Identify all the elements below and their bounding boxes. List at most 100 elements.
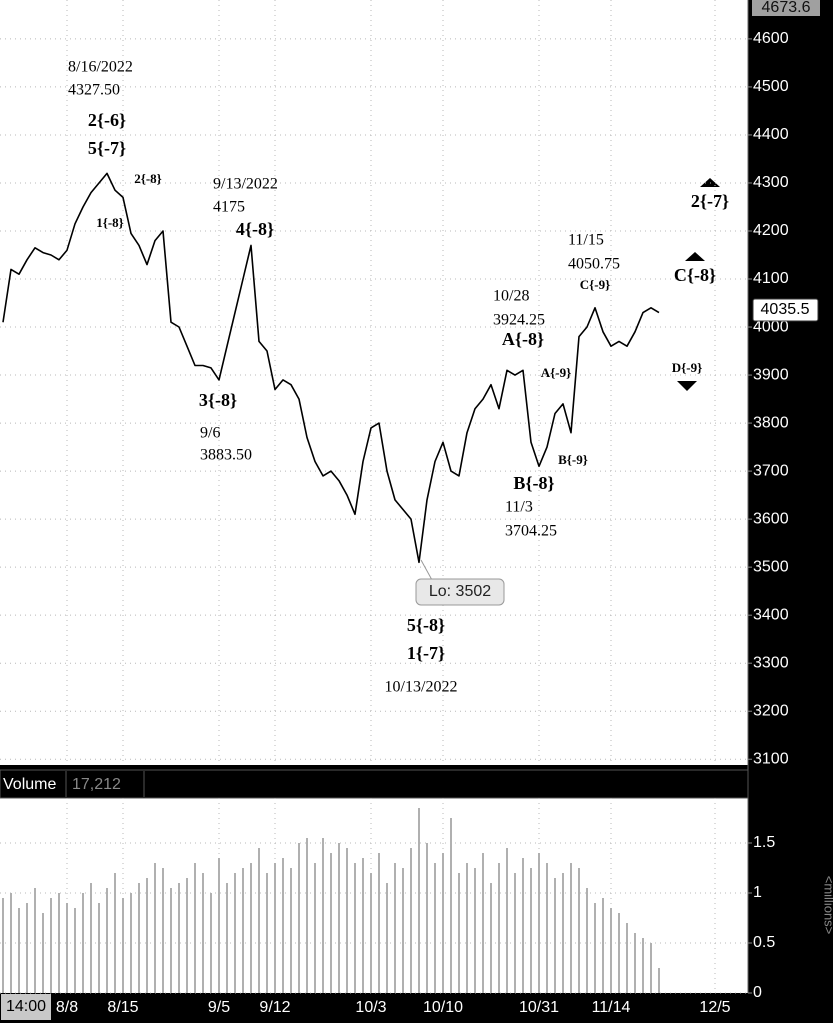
annotation: 2{-7} bbox=[691, 191, 729, 211]
y-tick-label: 4100 bbox=[753, 270, 789, 287]
volume-bar bbox=[194, 863, 196, 993]
volume-bar bbox=[82, 893, 84, 993]
y-tick-label: 3400 bbox=[753, 606, 789, 623]
panel-layer bbox=[0, 0, 748, 765]
annotation: 4327.50 bbox=[68, 82, 120, 99]
x-tick-label: 12/5 bbox=[699, 999, 730, 1016]
y-tick-label: 4600 bbox=[753, 30, 789, 47]
annotation: 3883.50 bbox=[200, 447, 252, 464]
annotation: D{-9} bbox=[672, 360, 702, 375]
volume-bar bbox=[162, 868, 164, 993]
y-tick-label: 1 bbox=[753, 884, 762, 901]
y-tick-label: 3800 bbox=[753, 414, 789, 431]
y-tick-label: 0 bbox=[753, 984, 762, 1001]
volume-bar bbox=[554, 878, 556, 993]
annotation: 2{-8} bbox=[134, 171, 162, 186]
last-price-box bbox=[752, 298, 819, 322]
volume-bar bbox=[322, 838, 324, 993]
volume-bar bbox=[330, 853, 332, 993]
volume-bar bbox=[58, 893, 60, 993]
annotation: 4050.75 bbox=[568, 256, 620, 273]
volume-bar bbox=[34, 888, 36, 993]
volume-bar bbox=[466, 863, 468, 993]
y-tick-label: 4500 bbox=[753, 78, 789, 95]
volume-bar bbox=[538, 853, 540, 993]
annotation: B{-8} bbox=[513, 473, 554, 493]
y-tick-label: 3700 bbox=[753, 462, 789, 479]
volume-bar bbox=[578, 868, 580, 993]
y-tick-label: 4300 bbox=[753, 174, 789, 191]
volume-bar bbox=[98, 903, 100, 993]
volume-readout: 17,212 bbox=[72, 776, 121, 793]
annotation: 1{-8} bbox=[96, 215, 124, 230]
y-tick-label: 3300 bbox=[753, 654, 789, 671]
volume-panel bbox=[0, 798, 748, 993]
annotation: 5{-7} bbox=[88, 138, 126, 158]
volume-bar bbox=[506, 848, 508, 993]
annotation: C{-9} bbox=[580, 277, 610, 292]
annotation: 10/13/2022 bbox=[385, 679, 458, 696]
y-tick-label: 4200 bbox=[753, 222, 789, 239]
volume-bar bbox=[610, 908, 612, 993]
annotation: 1{-7} bbox=[407, 643, 445, 663]
annotation: 4175 bbox=[213, 199, 245, 216]
price-line bbox=[2, 172, 660, 564]
x-tick-label: 10/3 bbox=[355, 999, 386, 1016]
y-tick-label: 3100 bbox=[753, 750, 789, 767]
up-triangle bbox=[685, 252, 705, 261]
annotation: 4{-8} bbox=[236, 219, 274, 239]
volume-bar bbox=[146, 878, 148, 993]
volume-bar bbox=[130, 893, 132, 993]
y-tick-label: 3900 bbox=[753, 366, 789, 383]
volume-bar bbox=[426, 843, 428, 993]
volume-bar bbox=[498, 863, 500, 993]
volume-bar bbox=[74, 908, 76, 993]
volume-bar bbox=[2, 898, 4, 993]
volume-bar bbox=[210, 893, 212, 993]
volume-bar bbox=[626, 923, 628, 993]
volume-bar bbox=[602, 898, 604, 993]
lo-box bbox=[415, 578, 505, 606]
x-tick-label: 11/14 bbox=[592, 999, 631, 1016]
high-marker-label: 4673.6 bbox=[762, 0, 811, 16]
volume-bar bbox=[274, 863, 276, 993]
x-tick-label: 9/5 bbox=[208, 999, 230, 1016]
x-tick-label: 10/10 bbox=[423, 999, 463, 1016]
volume-bar bbox=[250, 863, 252, 993]
x-tick-label: 10/31 bbox=[519, 999, 559, 1016]
annotation: B{-9} bbox=[558, 452, 588, 467]
volume-bar bbox=[546, 863, 548, 993]
volume-bar bbox=[226, 883, 228, 993]
annotation: 5{-8} bbox=[407, 615, 445, 635]
price-panel bbox=[0, 0, 748, 765]
annotation: 2{-6} bbox=[88, 110, 126, 130]
volume-bar bbox=[594, 903, 596, 993]
volume-bar bbox=[474, 868, 476, 993]
volume-bar bbox=[562, 873, 564, 993]
volume-bar bbox=[370, 873, 372, 993]
volume-header bbox=[0, 769, 749, 799]
down-triangle bbox=[677, 381, 697, 391]
volume-bar bbox=[154, 863, 156, 993]
volume-bar bbox=[482, 853, 484, 993]
annotation: 10/28 bbox=[493, 288, 529, 305]
y-tick-label: 0.5 bbox=[753, 934, 775, 951]
x-tick-label: 8/15 bbox=[107, 999, 138, 1016]
volume-bar bbox=[522, 858, 524, 993]
volume-bar bbox=[42, 913, 44, 993]
volume-bar bbox=[106, 888, 108, 993]
volume-bar bbox=[242, 868, 244, 993]
panel-layer bbox=[0, 798, 748, 994]
volume-axis-label: <millions> bbox=[822, 876, 833, 935]
volume-bar bbox=[378, 853, 380, 993]
volume-bar bbox=[394, 863, 396, 993]
annotation: 9/13/2022 bbox=[213, 176, 278, 193]
annotation: 3924.25 bbox=[493, 312, 545, 329]
volume-bar bbox=[50, 898, 52, 993]
volume-bar bbox=[458, 873, 460, 993]
y-tick-label: 4400 bbox=[753, 126, 789, 143]
volume-bar bbox=[450, 818, 452, 993]
volume-bar bbox=[434, 863, 436, 993]
volume-bar bbox=[114, 873, 116, 993]
